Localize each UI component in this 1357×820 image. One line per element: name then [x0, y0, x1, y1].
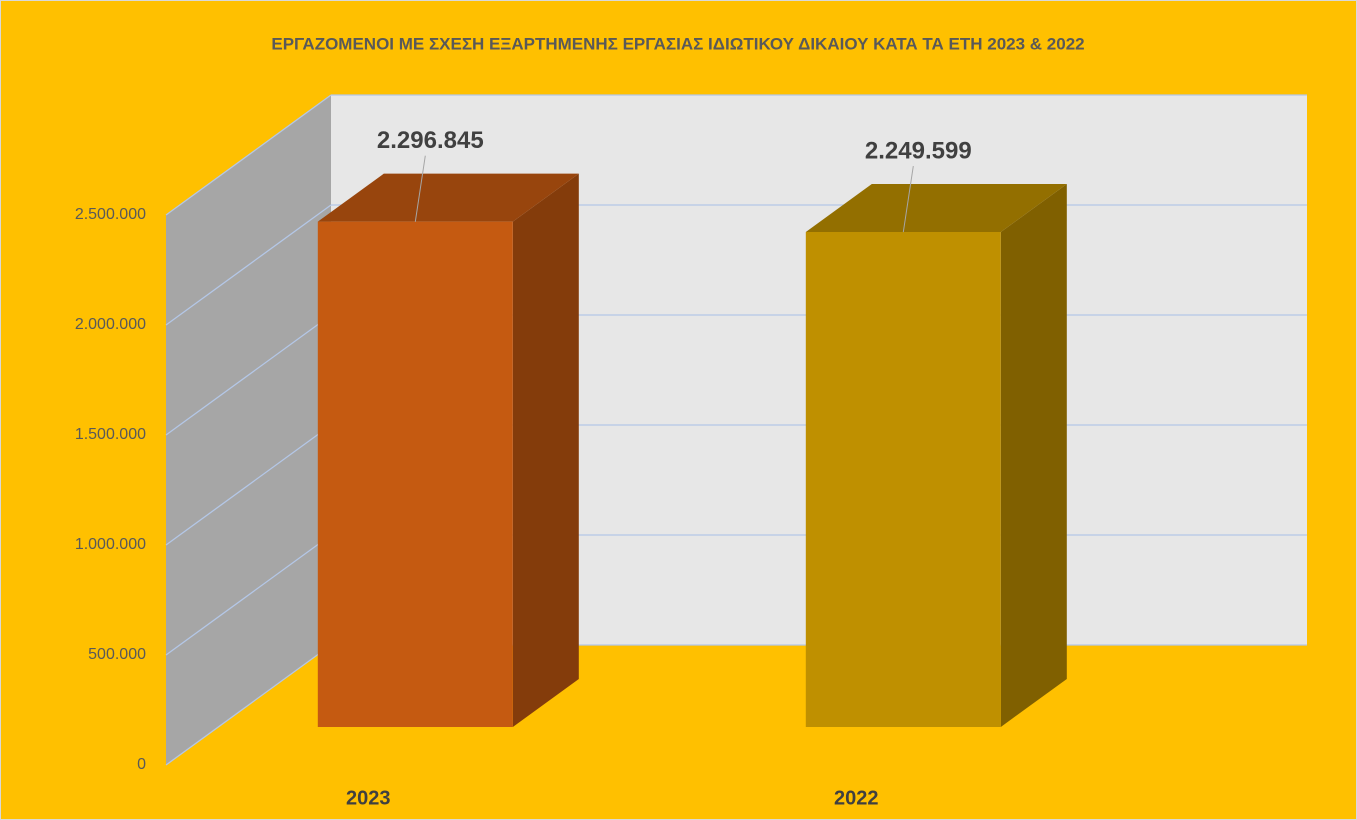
bar-top: [317, 173, 579, 222]
y-tick-label: 2.000.000: [75, 316, 146, 333]
leader-line: [414, 155, 426, 222]
leader-line: [902, 165, 914, 233]
grid-line: [165, 204, 332, 326]
x-tick-label: 2022: [834, 787, 879, 809]
y-tick-label: 1.500.000: [75, 426, 146, 443]
y-tick-label: 2.500.000: [75, 206, 146, 223]
value-label: 2.249.599: [865, 137, 972, 164]
grid-line: [165, 314, 332, 436]
bar: [317, 221, 513, 727]
bar-side: [512, 173, 579, 727]
side-wall: [166, 95, 331, 765]
grid-line: [165, 644, 332, 766]
value-label: 2.296.845: [377, 127, 484, 154]
grid-line: [165, 534, 332, 656]
grid-line: [165, 424, 332, 546]
bar-side: [1000, 184, 1067, 727]
bar-top: [805, 184, 1067, 233]
grid-line: [165, 94, 332, 216]
chart-title: ΕΡΓΑΖΟΜΕΝΟΙ ΜΕ ΣΧΕΣΗ ΕΞΑΡΤΗΜΕΝΗΣ ΕΡΓΑΣΙΑ…: [271, 34, 1084, 53]
y-tick-label: 1.000.000: [75, 536, 146, 553]
x-tick-label: 2023: [346, 787, 391, 809]
y-tick-label: 0: [137, 756, 146, 773]
bar: [805, 232, 1001, 727]
y-tick-label: 500.000: [88, 646, 146, 663]
